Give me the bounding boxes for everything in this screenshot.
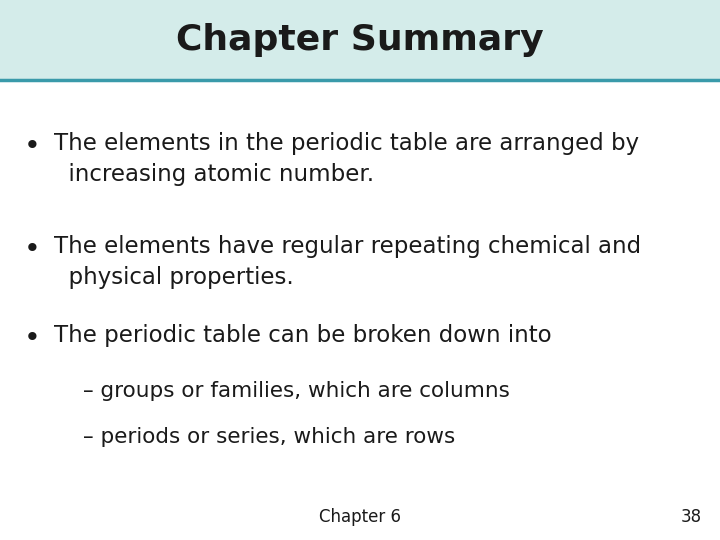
Text: Chapter 6: Chapter 6 bbox=[319, 509, 401, 526]
Text: The elements in the periodic table are arranged by
  increasing atomic number.: The elements in the periodic table are a… bbox=[54, 132, 639, 186]
Text: •: • bbox=[24, 132, 41, 160]
Text: The periodic table can be broken down into: The periodic table can be broken down in… bbox=[54, 324, 552, 347]
Text: •: • bbox=[24, 235, 41, 263]
Text: •: • bbox=[24, 324, 41, 352]
Text: The elements have regular repeating chemical and
  physical properties.: The elements have regular repeating chem… bbox=[54, 235, 641, 289]
FancyBboxPatch shape bbox=[0, 0, 720, 80]
Text: 38: 38 bbox=[681, 509, 702, 526]
Text: Chapter Summary: Chapter Summary bbox=[176, 23, 544, 57]
Text: – periods or series, which are rows: – periods or series, which are rows bbox=[83, 427, 455, 447]
Text: – groups or families, which are columns: – groups or families, which are columns bbox=[83, 381, 510, 401]
